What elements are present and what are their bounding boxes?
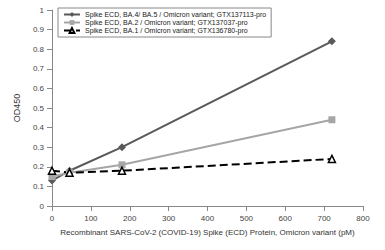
svg-text:0.1: 0.1 [33, 182, 45, 191]
svg-text:400: 400 [201, 214, 215, 223]
svg-text:500: 500 [240, 214, 254, 223]
svg-text:Recombinant SARS-CoV-2 (COVID-: Recombinant SARS-CoV-2 (COVID-19) Spike … [60, 228, 355, 237]
svg-text:100: 100 [84, 214, 98, 223]
svg-text:0: 0 [40, 202, 45, 211]
svg-text:0.9: 0.9 [33, 25, 45, 34]
svg-text:OD450: OD450 [12, 94, 22, 123]
svg-text:200: 200 [123, 214, 137, 223]
svg-text:Spike ECD, BA.1 / Omicron vari: Spike ECD, BA.1 / Omicron variant; GTX13… [85, 27, 248, 35]
svg-text:0.2: 0.2 [33, 162, 45, 171]
svg-text:0.4: 0.4 [33, 123, 45, 132]
svg-text:0.7: 0.7 [33, 64, 45, 73]
svg-text:600: 600 [279, 214, 293, 223]
svg-text:300: 300 [162, 214, 176, 223]
svg-text:Spike ECD, BA.4/ BA.5 / Omicro: Spike ECD, BA.4/ BA.5 / Omicron variant;… [85, 11, 266, 19]
svg-text:0.6: 0.6 [33, 84, 45, 93]
svg-text:800: 800 [356, 214, 370, 223]
svg-text:Spike ECD, BA.2 / Omicron vari: Spike ECD, BA.2 / Omicron variant; GTX13… [85, 19, 248, 27]
svg-text:1: 1 [40, 6, 45, 15]
svg-text:0.5: 0.5 [33, 104, 45, 113]
svg-text:700: 700 [317, 214, 331, 223]
svg-text:0: 0 [50, 214, 55, 223]
svg-text:0.8: 0.8 [33, 45, 45, 54]
svg-text:0.3: 0.3 [33, 143, 45, 152]
